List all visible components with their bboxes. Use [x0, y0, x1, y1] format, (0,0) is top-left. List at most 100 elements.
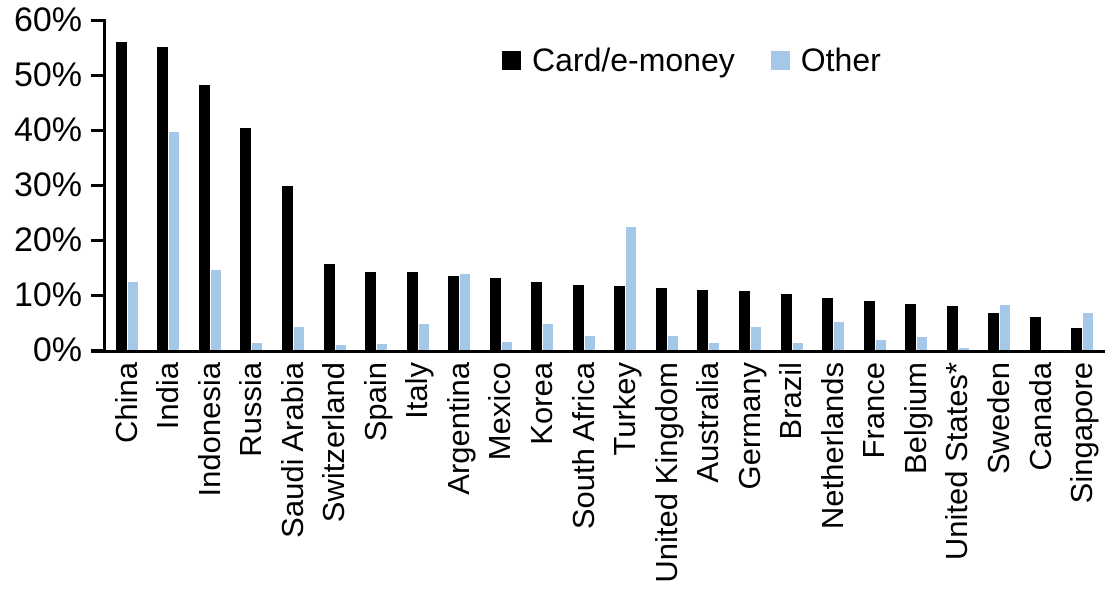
- bar-card-e-money: [905, 304, 917, 350]
- bar-card-e-money: [1071, 328, 1083, 350]
- x-axis-label-cell: Mexico: [480, 362, 522, 590]
- bar-other: [709, 343, 720, 350]
- x-axis-label-cell: Canada: [1020, 362, 1062, 590]
- bar-group: [937, 20, 979, 350]
- x-axis-label: Turkey: [607, 362, 643, 456]
- legend-item-card-e-money: Card/e-money: [502, 42, 735, 79]
- y-axis-tick: [91, 239, 104, 242]
- bar-other: [834, 322, 845, 350]
- bar-group: [771, 20, 813, 350]
- x-axis-label: Germany: [731, 362, 767, 490]
- x-axis-label-cell: Switzerland: [314, 362, 356, 590]
- y-axis-tick-label: 20%: [13, 221, 82, 259]
- x-axis-label: United States*: [939, 362, 975, 561]
- y-axis-tick: [91, 349, 104, 352]
- x-axis-label: Switzerland: [316, 362, 352, 523]
- bar-other: [335, 345, 346, 350]
- legend-swatch-other: [770, 51, 790, 70]
- x-axis-label: Korea: [523, 362, 559, 445]
- x-axis-label-cell: France: [854, 362, 896, 590]
- bar-card-e-money: [323, 264, 335, 350]
- x-axis-labels: China India Indonesia Russia Saudi Arabia Swi…: [106, 362, 1103, 590]
- bar-other: [418, 324, 429, 350]
- bar-card-e-money: [281, 186, 293, 350]
- bar-card-e-money: [863, 301, 875, 350]
- y-axis-tick-label: 40%: [13, 111, 82, 149]
- bar-card-e-money: [489, 278, 501, 350]
- x-axis-label-cell: Belgium: [895, 362, 937, 590]
- bar-other: [210, 270, 221, 350]
- bar-other: [169, 132, 180, 350]
- x-axis-label-cell: Singapore: [1062, 362, 1104, 590]
- y-axis-tick-label: 30%: [13, 166, 82, 204]
- x-axis-label: Italy: [399, 362, 435, 419]
- bar-group: [978, 20, 1020, 350]
- x-axis-label-cell: India: [148, 362, 190, 590]
- bar-card-e-money: [780, 294, 792, 350]
- bar-other: [626, 227, 637, 350]
- bar-group: [231, 20, 273, 350]
- x-axis-label-cell: Germany: [729, 362, 771, 590]
- x-axis-label-cell: Saudi Arabia: [272, 362, 314, 590]
- bar-group: [480, 20, 522, 350]
- x-axis-label-cell: Turkey: [605, 362, 647, 590]
- bar-other: [1083, 313, 1094, 350]
- bar-other: [584, 336, 595, 350]
- x-axis-label: Russia: [233, 362, 269, 457]
- x-axis-label-cell: Netherlands: [812, 362, 854, 590]
- x-axis-label-cell: Spain: [355, 362, 397, 590]
- x-axis-label-cell: South Africa: [563, 362, 605, 590]
- x-axis-label-cell: Indonesia: [189, 362, 231, 590]
- x-axis-line: [91, 350, 1105, 353]
- bar-other: [1000, 305, 1011, 350]
- bar-other: [252, 343, 263, 350]
- x-axis-label: Spain: [357, 362, 393, 442]
- bar-card-e-money: [198, 85, 210, 350]
- y-axis-tick-label: 10%: [13, 276, 82, 314]
- bar-other: [958, 348, 969, 350]
- x-axis-label-cell: China: [106, 362, 148, 590]
- bar-card-e-money: [448, 276, 460, 350]
- x-axis-label-cell: Russia: [231, 362, 273, 590]
- x-axis-label: Brazil: [773, 362, 809, 440]
- x-axis-label: Mexico: [482, 362, 518, 461]
- bar-group: [646, 20, 688, 350]
- x-axis-label: France: [856, 362, 892, 459]
- x-axis-label-cell: Sweden: [978, 362, 1020, 590]
- legend-swatch-card-e-money: [502, 51, 521, 70]
- y-axis-tick-label: 60%: [13, 1, 82, 39]
- y-axis-tick-label: 50%: [13, 56, 82, 94]
- bar-other: [750, 327, 761, 350]
- y-axis-line: [103, 19, 106, 353]
- y-axis-tick: [91, 184, 104, 187]
- x-axis-label: Indonesia: [191, 362, 227, 497]
- bar-group: [563, 20, 605, 350]
- y-axis-tick-label: 0%: [32, 331, 82, 369]
- bar-card-e-money: [1029, 317, 1041, 350]
- x-axis-label-cell: Australia: [688, 362, 730, 590]
- bar-group: [895, 20, 937, 350]
- bar-card-e-money: [988, 313, 1000, 350]
- bar-group: [729, 20, 771, 350]
- bar-group: [397, 20, 439, 350]
- x-axis-label: Belgium: [897, 362, 933, 474]
- y-axis-tick: [91, 74, 104, 77]
- bar-group: [521, 20, 563, 350]
- legend: Card/e-money Other: [502, 42, 881, 79]
- bar-card-e-money: [655, 288, 667, 350]
- bar-other: [127, 282, 138, 350]
- x-axis-label: Saudi Arabia: [274, 362, 310, 538]
- x-axis-label-cell: United Kingdom: [646, 362, 688, 590]
- y-axis-tick: [91, 294, 104, 297]
- bar-other: [377, 344, 388, 350]
- x-axis-label: Argentina: [440, 362, 476, 495]
- bar-card-e-money: [157, 47, 169, 350]
- bar-group: [272, 20, 314, 350]
- bar-group: [854, 20, 896, 350]
- bar-group: [812, 20, 854, 350]
- bar-group: [1020, 20, 1062, 350]
- bar-group: [438, 20, 480, 350]
- legend-item-other: Other: [770, 42, 881, 79]
- x-axis-label: Australia: [690, 362, 726, 483]
